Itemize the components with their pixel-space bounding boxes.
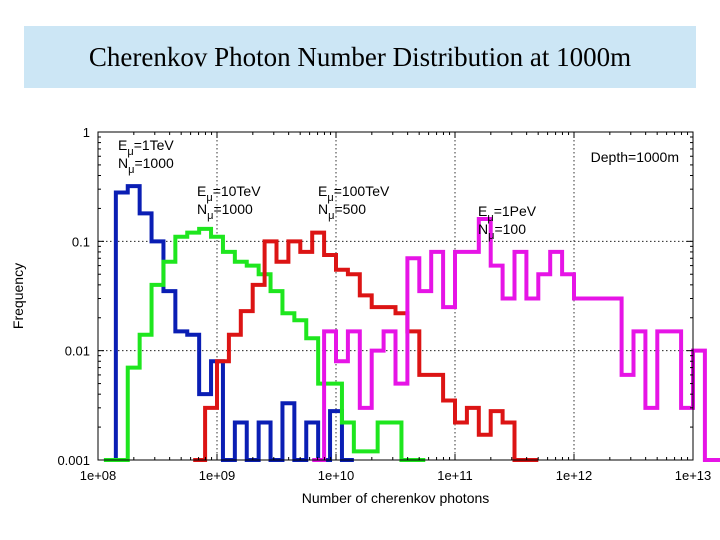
y-tick-label: 0.01 (65, 344, 90, 359)
x-tick-label: 1e+12 (556, 468, 593, 483)
series-line-1 (103, 226, 426, 462)
depth-label: Depth=1000m (591, 149, 679, 165)
annotation-number-0: Nμ=1000 (118, 155, 174, 176)
annotation-energy-1: Eμ=10TeV (197, 183, 261, 204)
x-tick-label: 1e+11 (437, 468, 473, 483)
x-tick-label: 1e+10 (318, 468, 355, 483)
annotation-energy-3: Eμ=1PeV (478, 203, 537, 224)
annotation-energy-0: Eμ=1TeV (118, 137, 174, 158)
y-axis-label: Frequency (10, 263, 26, 329)
y-tick-label: 1 (83, 125, 90, 140)
x-axis-label: Number of cherenkov photons (302, 490, 490, 506)
annotation-number-3: Nμ=100 (478, 221, 526, 242)
ticks: 1e+08 1e+09 1e+10 1e+11 1e+12 1e+13 0.001 0.01 0… (57, 125, 711, 483)
title-banner: Cherenkov Photon Number Distribution at … (24, 26, 696, 88)
series-line-0 (103, 184, 354, 462)
series-line-3 (312, 217, 720, 462)
grid (98, 132, 693, 460)
annotation-number-1: Nμ=1000 (197, 201, 253, 222)
x-tick-label: 1e+13 (675, 468, 712, 483)
y-tick-label: 0.1 (72, 234, 90, 249)
x-tick-label: 1e+08 (80, 468, 117, 483)
annotation-energy-2: Eμ=100TeV (318, 183, 390, 204)
annotations: Eμ=1TeVNμ=1000Eμ=10TeVNμ=1000Eμ=100TeVNμ… (118, 137, 537, 242)
page-title: Cherenkov Photon Number Distribution at … (88, 41, 632, 72)
series-layer (103, 184, 720, 462)
annotation-number-2: Nμ=500 (318, 201, 366, 222)
series-line-2 (193, 230, 539, 462)
y-tick-label: 0.001 (57, 453, 90, 468)
x-tick-label: 1e+09 (199, 468, 236, 483)
plot-frame (97, 131, 694, 461)
